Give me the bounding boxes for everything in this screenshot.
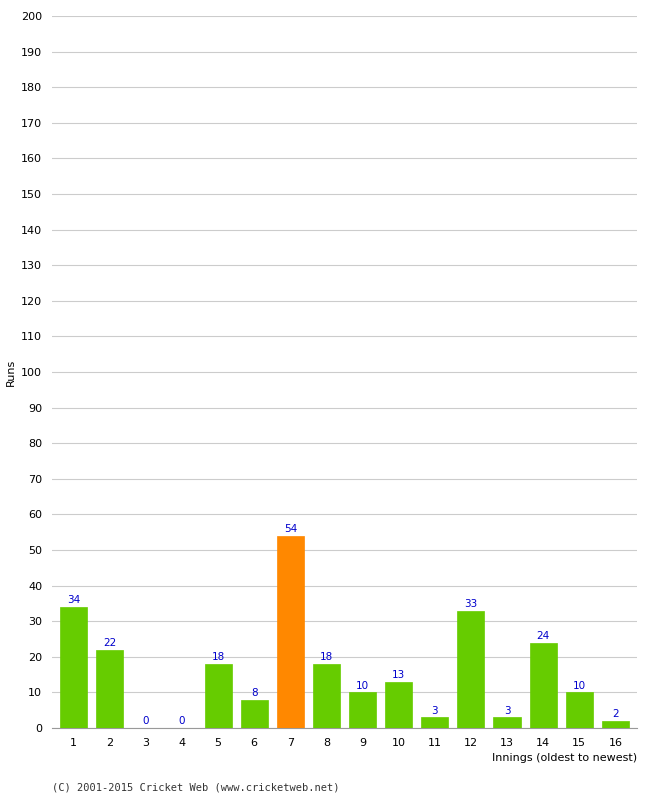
Text: 33: 33 [464, 598, 478, 609]
Bar [566, 693, 593, 728]
Bar [493, 718, 521, 728]
Text: 34: 34 [67, 595, 81, 605]
Text: 10: 10 [573, 681, 586, 690]
Text: 3: 3 [504, 706, 510, 715]
Bar [205, 664, 231, 728]
Bar [277, 536, 304, 728]
Y-axis label: Runs: Runs [6, 358, 16, 386]
Text: 8: 8 [251, 688, 257, 698]
Text: 0: 0 [179, 716, 185, 726]
Text: 3: 3 [432, 706, 438, 715]
Text: 18: 18 [211, 652, 225, 662]
Bar [385, 682, 412, 728]
Text: 10: 10 [356, 681, 369, 690]
Bar [240, 699, 268, 728]
Text: 13: 13 [392, 670, 406, 680]
Text: 24: 24 [536, 630, 550, 641]
Text: 0: 0 [142, 716, 149, 726]
Bar [421, 718, 448, 728]
Text: 54: 54 [283, 524, 297, 534]
Text: (C) 2001-2015 Cricket Web (www.cricketweb.net): (C) 2001-2015 Cricket Web (www.cricketwe… [52, 782, 339, 792]
Bar [602, 721, 629, 728]
X-axis label: Innings (oldest to newest): Innings (oldest to newest) [492, 754, 637, 763]
Text: 22: 22 [103, 638, 116, 648]
Text: 18: 18 [320, 652, 333, 662]
Bar [349, 693, 376, 728]
Bar [60, 607, 87, 728]
Bar [96, 650, 124, 728]
Text: 2: 2 [612, 709, 619, 719]
Bar [313, 664, 340, 728]
Bar [530, 642, 556, 728]
Bar [458, 610, 484, 728]
